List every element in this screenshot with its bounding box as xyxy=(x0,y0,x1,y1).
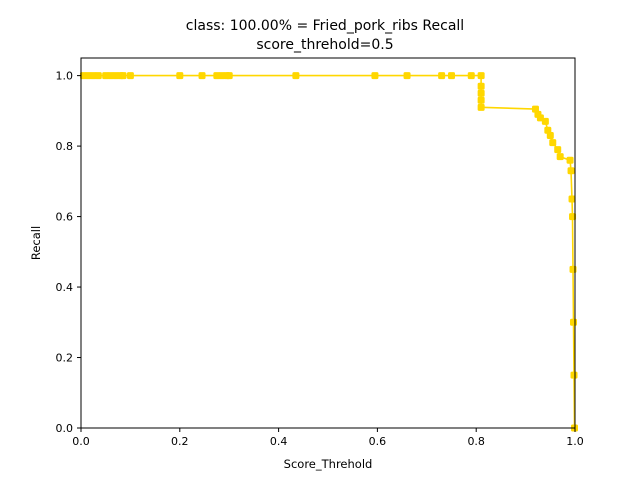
y-tick-label: 0.0 xyxy=(56,422,74,435)
data-point xyxy=(568,195,576,203)
y-tick-label: 0.2 xyxy=(56,352,74,365)
chart-title-line1: class: 100.00% = Fried_pork_ribs Recall xyxy=(186,18,464,34)
x-axis-label: Score_Threhold xyxy=(284,457,373,471)
data-point xyxy=(438,72,446,80)
x-tick-label: 0.0 xyxy=(72,435,90,448)
x-tick-label: 0.8 xyxy=(467,435,485,448)
data-point xyxy=(549,139,557,147)
data-point xyxy=(477,72,485,80)
data-point xyxy=(556,153,564,161)
data-point xyxy=(198,72,206,80)
series-line xyxy=(83,74,576,429)
data-point xyxy=(477,82,485,90)
data-point xyxy=(477,89,485,97)
data-point xyxy=(225,72,233,80)
y-tick-label: 0.4 xyxy=(56,281,74,294)
data-point xyxy=(477,96,485,104)
y-axis-label: Recall xyxy=(29,226,43,260)
data-point xyxy=(570,371,578,379)
data-point xyxy=(567,167,575,175)
data-point xyxy=(467,72,475,80)
x-tick-label: 1.0 xyxy=(566,435,584,448)
data-point xyxy=(566,156,574,164)
y-tick-label: 0.8 xyxy=(56,140,74,153)
y-tick-label: 0.6 xyxy=(56,211,74,224)
data-point xyxy=(371,72,379,80)
data-point xyxy=(570,318,578,326)
y-axis: 0.0 0.2 0.4 0.6 0.8 1.0 xyxy=(56,70,81,435)
data-point xyxy=(119,72,127,80)
data-point xyxy=(477,103,485,111)
x-tick-label: 0.2 xyxy=(171,435,189,448)
data-point xyxy=(403,72,411,80)
data-point xyxy=(126,72,134,80)
data-point xyxy=(541,117,549,125)
data-point xyxy=(176,72,184,80)
x-tick-label: 0.4 xyxy=(270,435,288,448)
y-tick-label: 1.0 xyxy=(56,70,74,83)
data-point xyxy=(569,213,577,221)
x-axis: 0.0 0.2 0.4 0.6 0.8 1.0 xyxy=(72,428,584,448)
chart-title-line2: score_threhold=0.5 xyxy=(256,37,393,53)
plot-area xyxy=(79,72,579,432)
data-point xyxy=(544,126,552,134)
data-point xyxy=(94,72,102,80)
data-point xyxy=(554,146,562,154)
data-point xyxy=(292,72,300,80)
axes-frame xyxy=(80,57,576,429)
data-point xyxy=(546,132,554,140)
data-point xyxy=(448,72,455,80)
data-point xyxy=(531,105,539,113)
x-tick-label: 0.6 xyxy=(369,435,387,448)
